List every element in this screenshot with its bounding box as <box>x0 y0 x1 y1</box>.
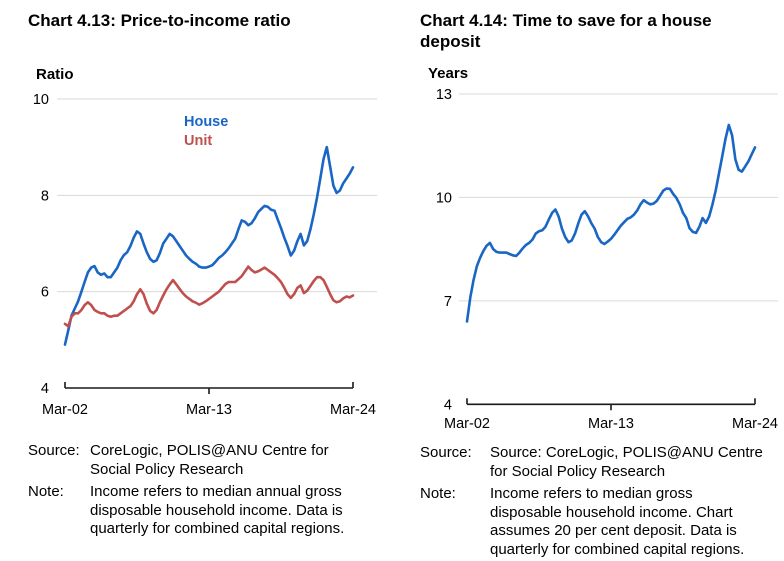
note-text-line: disposable household income. Chart <box>490 503 733 521</box>
note-row: Note: Income refers to median gross disp… <box>420 485 784 559</box>
legend-label-house: House <box>184 114 228 130</box>
note-label: Note: <box>420 485 456 502</box>
source-label: Source: <box>420 444 472 461</box>
x-tick-label: Mar-02 <box>42 402 88 418</box>
x-axis <box>64 382 354 394</box>
source-text-line: CoreLogic, POLIS@ANU Centre for <box>90 442 329 459</box>
series-line-unit <box>63 265 355 328</box>
chart-4-13-title: Chart 4.13: Price-to-income ratio <box>28 11 291 30</box>
chart-4-14-title-line-2: deposit <box>420 32 481 51</box>
source-row: Source: CoreLogic, POLIS@ANU Centre for … <box>28 442 386 479</box>
note-text: Income refers to median annual gross dis… <box>90 483 386 539</box>
source-row: Source: Source: CoreLogic, POLIS@ANU Cen… <box>420 444 784 481</box>
y-tick-label: 10 <box>436 190 452 206</box>
series-line-house <box>63 145 355 346</box>
y-tick-label: 13 <box>436 87 452 103</box>
source-label: Source: <box>28 442 80 459</box>
y-tick-label: 8 <box>41 188 49 204</box>
note-text-line: assumes 20 per cent deposit. Data is <box>490 522 737 539</box>
source-text-line: Source: CoreLogic, POLIS@ANU Centre <box>490 444 763 461</box>
y-tick-label: 6 <box>41 285 49 301</box>
note-label: Note: <box>28 483 64 500</box>
x-axis <box>466 398 756 411</box>
x-tick-label: Mar-13 <box>588 416 634 432</box>
y-tick-label: 10 <box>33 92 49 108</box>
note-text-line: Income refers to median gross <box>490 485 693 502</box>
source-text-line: for Social Policy Research <box>490 462 666 480</box>
x-tick-label: Mar-24 <box>732 416 778 432</box>
note-text-line: Income refers to median annual gross <box>90 483 342 500</box>
note-row: Note: Income refers to median annual gro… <box>28 483 386 539</box>
y-tick-label: 4 <box>444 397 452 413</box>
x-tick-label: Mar-02 <box>444 416 490 432</box>
source-text: CoreLogic, POLIS@ANU Centre for Social P… <box>90 442 386 479</box>
legend-label-unit: Unit <box>184 133 212 149</box>
y-tick-label: 4 <box>41 381 49 397</box>
chart-4-14-title: Chart 4.14: Time to save for a house dep… <box>420 10 782 52</box>
note-text-line: disposable household income. Data is <box>90 501 343 519</box>
source-text-line: Social Policy Research <box>90 460 244 478</box>
note-text-line: quarterly for combined capital regions. <box>90 520 345 537</box>
series-line-years-to-save-20-per-cent-deposit <box>465 123 757 323</box>
source-text: Source: CoreLogic, POLIS@ANU Centre for … <box>490 444 784 481</box>
x-tick-label: Mar-24 <box>330 402 376 418</box>
y-axis-unit-label: Ratio <box>36 66 74 83</box>
note-text-line: quarterly for combined capital regions. <box>490 540 745 558</box>
x-tick-label: Mar-13 <box>186 402 232 418</box>
note-text: Income refers to median gross disposable… <box>490 485 784 559</box>
y-axis-unit-label: Years <box>428 65 468 82</box>
chart-4-14-footer: Source: Source: CoreLogic, POLIS@ANU Cen… <box>420 444 784 559</box>
chart-4-14-title-line-1: Chart 4.14: Time to save for a house <box>420 11 712 30</box>
y-tick-label: 7 <box>444 294 452 310</box>
chart-4-13-footer: Source: CoreLogic, POLIS@ANU Centre for … <box>28 442 386 539</box>
